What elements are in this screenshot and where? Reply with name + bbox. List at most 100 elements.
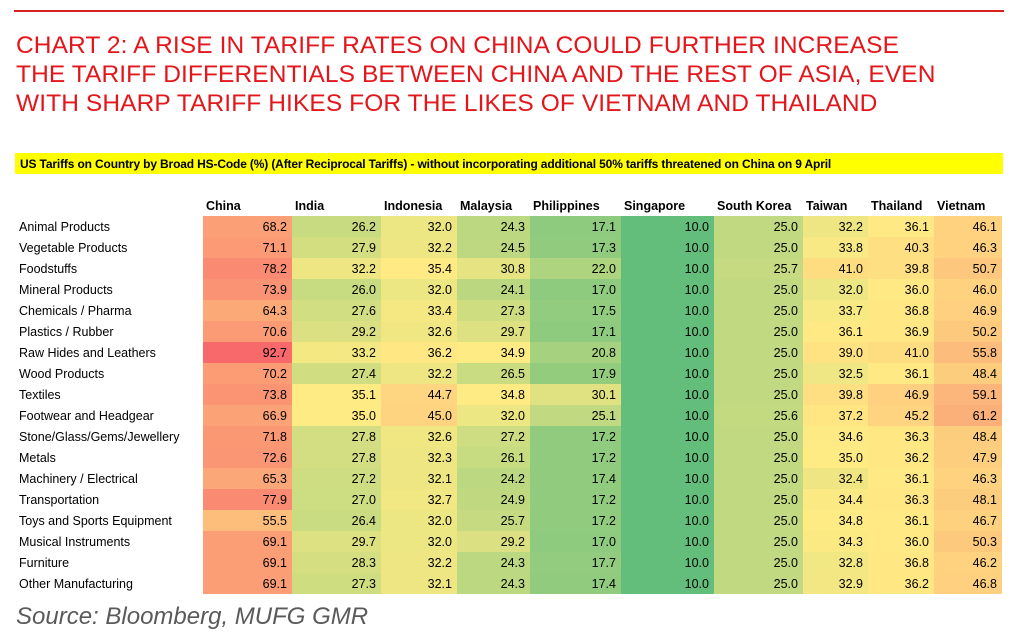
cell-value: 27.0	[352, 493, 376, 507]
cell-value: 64.3	[263, 304, 287, 318]
cell-value: 59.1	[973, 388, 997, 402]
heat-cell	[203, 573, 292, 594]
row-label: Raw Hides and Leathers	[19, 346, 156, 360]
column-header: Taiwan	[806, 199, 847, 213]
cell-value: 73.8	[263, 388, 287, 402]
heat-cell	[934, 552, 1002, 573]
cell-value: 55.8	[973, 346, 997, 360]
heat-cell	[530, 447, 621, 468]
row-label: Transportation	[19, 493, 99, 507]
cell-value: 32.2	[428, 556, 452, 570]
cell-value: 10.0	[685, 409, 709, 423]
cell-value: 36.2	[905, 577, 929, 591]
heat-cell	[530, 258, 621, 279]
heat-cell	[530, 510, 621, 531]
heat-cell	[934, 447, 1002, 468]
cell-value: 33.4	[428, 304, 452, 318]
cell-value: 36.0	[905, 283, 929, 297]
cell-value: 46.9	[905, 388, 929, 402]
heat-cell	[457, 363, 530, 384]
heat-cell	[530, 531, 621, 552]
cell-value: 50.7	[973, 262, 997, 276]
cell-value: 70.6	[263, 325, 287, 339]
heat-cell	[292, 300, 381, 321]
heat-cell	[714, 489, 803, 510]
heat-cell	[803, 216, 868, 237]
heat-cell	[530, 237, 621, 258]
cell-value: 29.7	[501, 325, 525, 339]
cell-value: 10.0	[685, 304, 709, 318]
cell-value: 27.6	[352, 304, 376, 318]
row-label: Stone/Glass/Gems/Jewellery	[19, 430, 180, 444]
heat-cell	[381, 552, 457, 573]
heat-cell	[868, 300, 934, 321]
cell-value: 17.1	[592, 220, 616, 234]
heat-cell	[803, 300, 868, 321]
heat-cell	[714, 405, 803, 426]
cell-value: 17.5	[592, 304, 616, 318]
heat-cell	[868, 363, 934, 384]
title-rule	[14, 10, 1004, 12]
cell-value: 25.0	[774, 577, 798, 591]
cell-value: 32.2	[839, 220, 863, 234]
heat-cell	[292, 447, 381, 468]
column-header: Vietnam	[937, 199, 985, 213]
heat-cell	[457, 552, 530, 573]
column-header: Malaysia	[460, 199, 513, 213]
cell-value: 36.3	[905, 430, 929, 444]
cell-value: 26.0	[352, 283, 376, 297]
heat-cell	[381, 237, 457, 258]
heat-cell	[530, 489, 621, 510]
cell-value: 34.8	[839, 514, 863, 528]
heat-cell	[381, 363, 457, 384]
row-label: Wood Products	[19, 367, 104, 381]
heat-cell	[868, 258, 934, 279]
heat-cell	[868, 531, 934, 552]
chart-title-line-1: CHART 2: A RISE IN TARIFF RATES ON CHINA…	[16, 32, 900, 59]
cell-value: 36.8	[905, 304, 929, 318]
row-label: Foodstuffs	[19, 262, 77, 276]
cell-value: 36.1	[905, 514, 929, 528]
heat-cell	[457, 405, 530, 426]
heat-cell	[203, 216, 292, 237]
heat-cell	[803, 510, 868, 531]
cell-value: 27.3	[352, 577, 376, 591]
heat-cell	[714, 237, 803, 258]
cell-value: 20.8	[592, 346, 616, 360]
heat-cell	[203, 279, 292, 300]
heat-cell	[292, 342, 381, 363]
cell-value: 10.0	[685, 283, 709, 297]
cell-value: 25.0	[774, 514, 798, 528]
heat-cell	[934, 258, 1002, 279]
heat-cell	[292, 216, 381, 237]
heat-cell	[203, 531, 292, 552]
cell-value: 24.3	[501, 220, 525, 234]
cell-value: 50.2	[973, 325, 997, 339]
heat-cell	[381, 573, 457, 594]
cell-value: 10.0	[685, 514, 709, 528]
heat-cell	[457, 468, 530, 489]
cell-value: 25.0	[774, 241, 798, 255]
cell-value: 32.6	[428, 430, 452, 444]
heat-cell	[934, 216, 1002, 237]
heat-cell	[934, 321, 1002, 342]
cell-value: 24.3	[501, 556, 525, 570]
heat-cell	[530, 468, 621, 489]
cell-value: 48.4	[973, 367, 997, 381]
heat-cell	[381, 447, 457, 468]
cell-value: 10.0	[685, 262, 709, 276]
cell-value: 17.2	[592, 430, 616, 444]
heat-cell	[292, 489, 381, 510]
cell-value: 17.3	[592, 241, 616, 255]
heat-cell	[934, 510, 1002, 531]
heat-cell	[381, 279, 457, 300]
heat-cell	[203, 258, 292, 279]
cell-value: 34.9	[501, 346, 525, 360]
cell-value: 25.7	[501, 514, 525, 528]
heat-cell	[457, 384, 530, 405]
cell-value: 32.0	[839, 283, 863, 297]
cell-value: 27.8	[352, 451, 376, 465]
cell-value: 30.1	[592, 388, 616, 402]
cell-value: 25.0	[774, 451, 798, 465]
cell-value: 34.3	[839, 535, 863, 549]
